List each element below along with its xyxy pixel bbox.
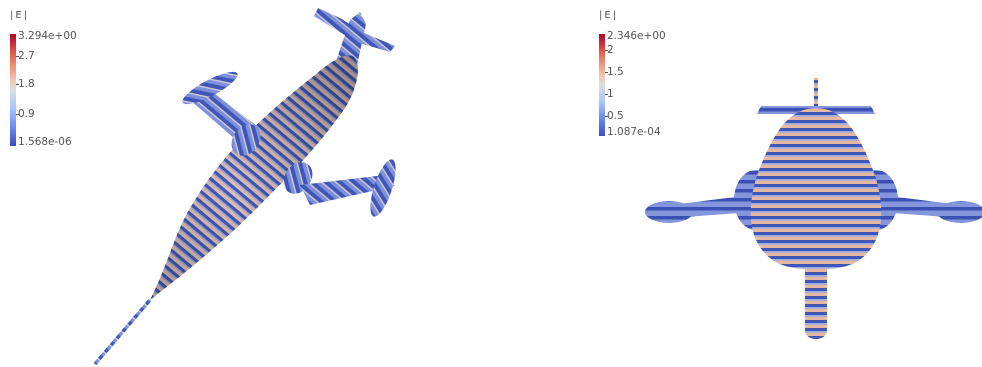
legend-tick-label: 1.5 <box>607 66 624 78</box>
legend-min-label: 1.568e-06 <box>18 136 72 148</box>
right-wingtip-tank <box>937 201 982 223</box>
nose-probe <box>93 298 152 366</box>
right-view-panel: |E| 2.346e+00 2 1.5 1 0.5 1.087e-04 <box>491 0 982 367</box>
legend-title: |E| <box>599 10 619 21</box>
color-legend: |E| 2.346e+00 2 1.5 1 0.5 1.087e-04 <box>599 10 689 160</box>
legend-tick-label: 0.9 <box>18 108 35 120</box>
legend-min-label: 1.087e-04 <box>607 126 661 138</box>
legend-tick-label: 1.8 <box>18 78 35 90</box>
legend-tick-label: 0.5 <box>607 110 624 122</box>
color-legend: |E| 3.294e+00 2.7 1.8 0.9 1.568e-06 <box>10 10 100 160</box>
right-wing <box>300 175 395 205</box>
nose <box>805 262 827 339</box>
legend-tick-label: 2.7 <box>18 50 35 62</box>
legend-title: |E| <box>10 10 30 21</box>
right-wingtip-tank <box>370 159 396 217</box>
legend-tick-label: 2 <box>607 44 614 56</box>
legend-max-label: 3.294e+00 <box>18 30 77 42</box>
legend-max-label: 2.346e+00 <box>607 30 666 42</box>
left-wingtip-tank <box>182 71 238 105</box>
vertical-fin <box>333 12 366 70</box>
left-intake <box>231 124 261 156</box>
left-view-panel: |E| 3.294e+00 2.7 1.8 0.9 1.568e-06 <box>10 8 396 366</box>
left-wingtip-tank <box>645 201 693 223</box>
legend-tick-label: 1 <box>607 88 614 100</box>
aircraft-oblique-render <box>93 8 396 366</box>
legend-colorbar <box>599 34 605 136</box>
aircraft-front-render <box>645 78 982 339</box>
fuselage <box>750 108 882 270</box>
legend-colorbar <box>10 34 16 146</box>
vertical-fin <box>814 78 818 108</box>
